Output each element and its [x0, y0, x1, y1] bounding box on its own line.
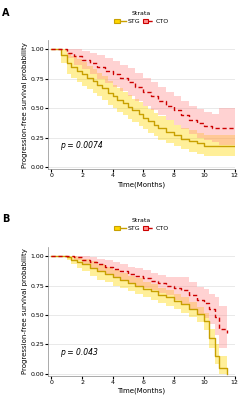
X-axis label: Time(Months): Time(Months) [118, 388, 166, 394]
Text: p = 0.0074: p = 0.0074 [60, 141, 102, 150]
Text: p = 0.043: p = 0.043 [60, 348, 98, 357]
Y-axis label: Progression-free survival probability: Progression-free survival probability [22, 42, 28, 168]
Y-axis label: Progression-free survival probability: Progression-free survival probability [22, 248, 28, 374]
Legend: STG, CTO: STG, CTO [114, 218, 169, 231]
Legend: STG, CTO: STG, CTO [114, 11, 169, 24]
X-axis label: Time(Months): Time(Months) [118, 181, 166, 188]
Text: A: A [2, 8, 9, 18]
Text: B: B [2, 214, 9, 224]
